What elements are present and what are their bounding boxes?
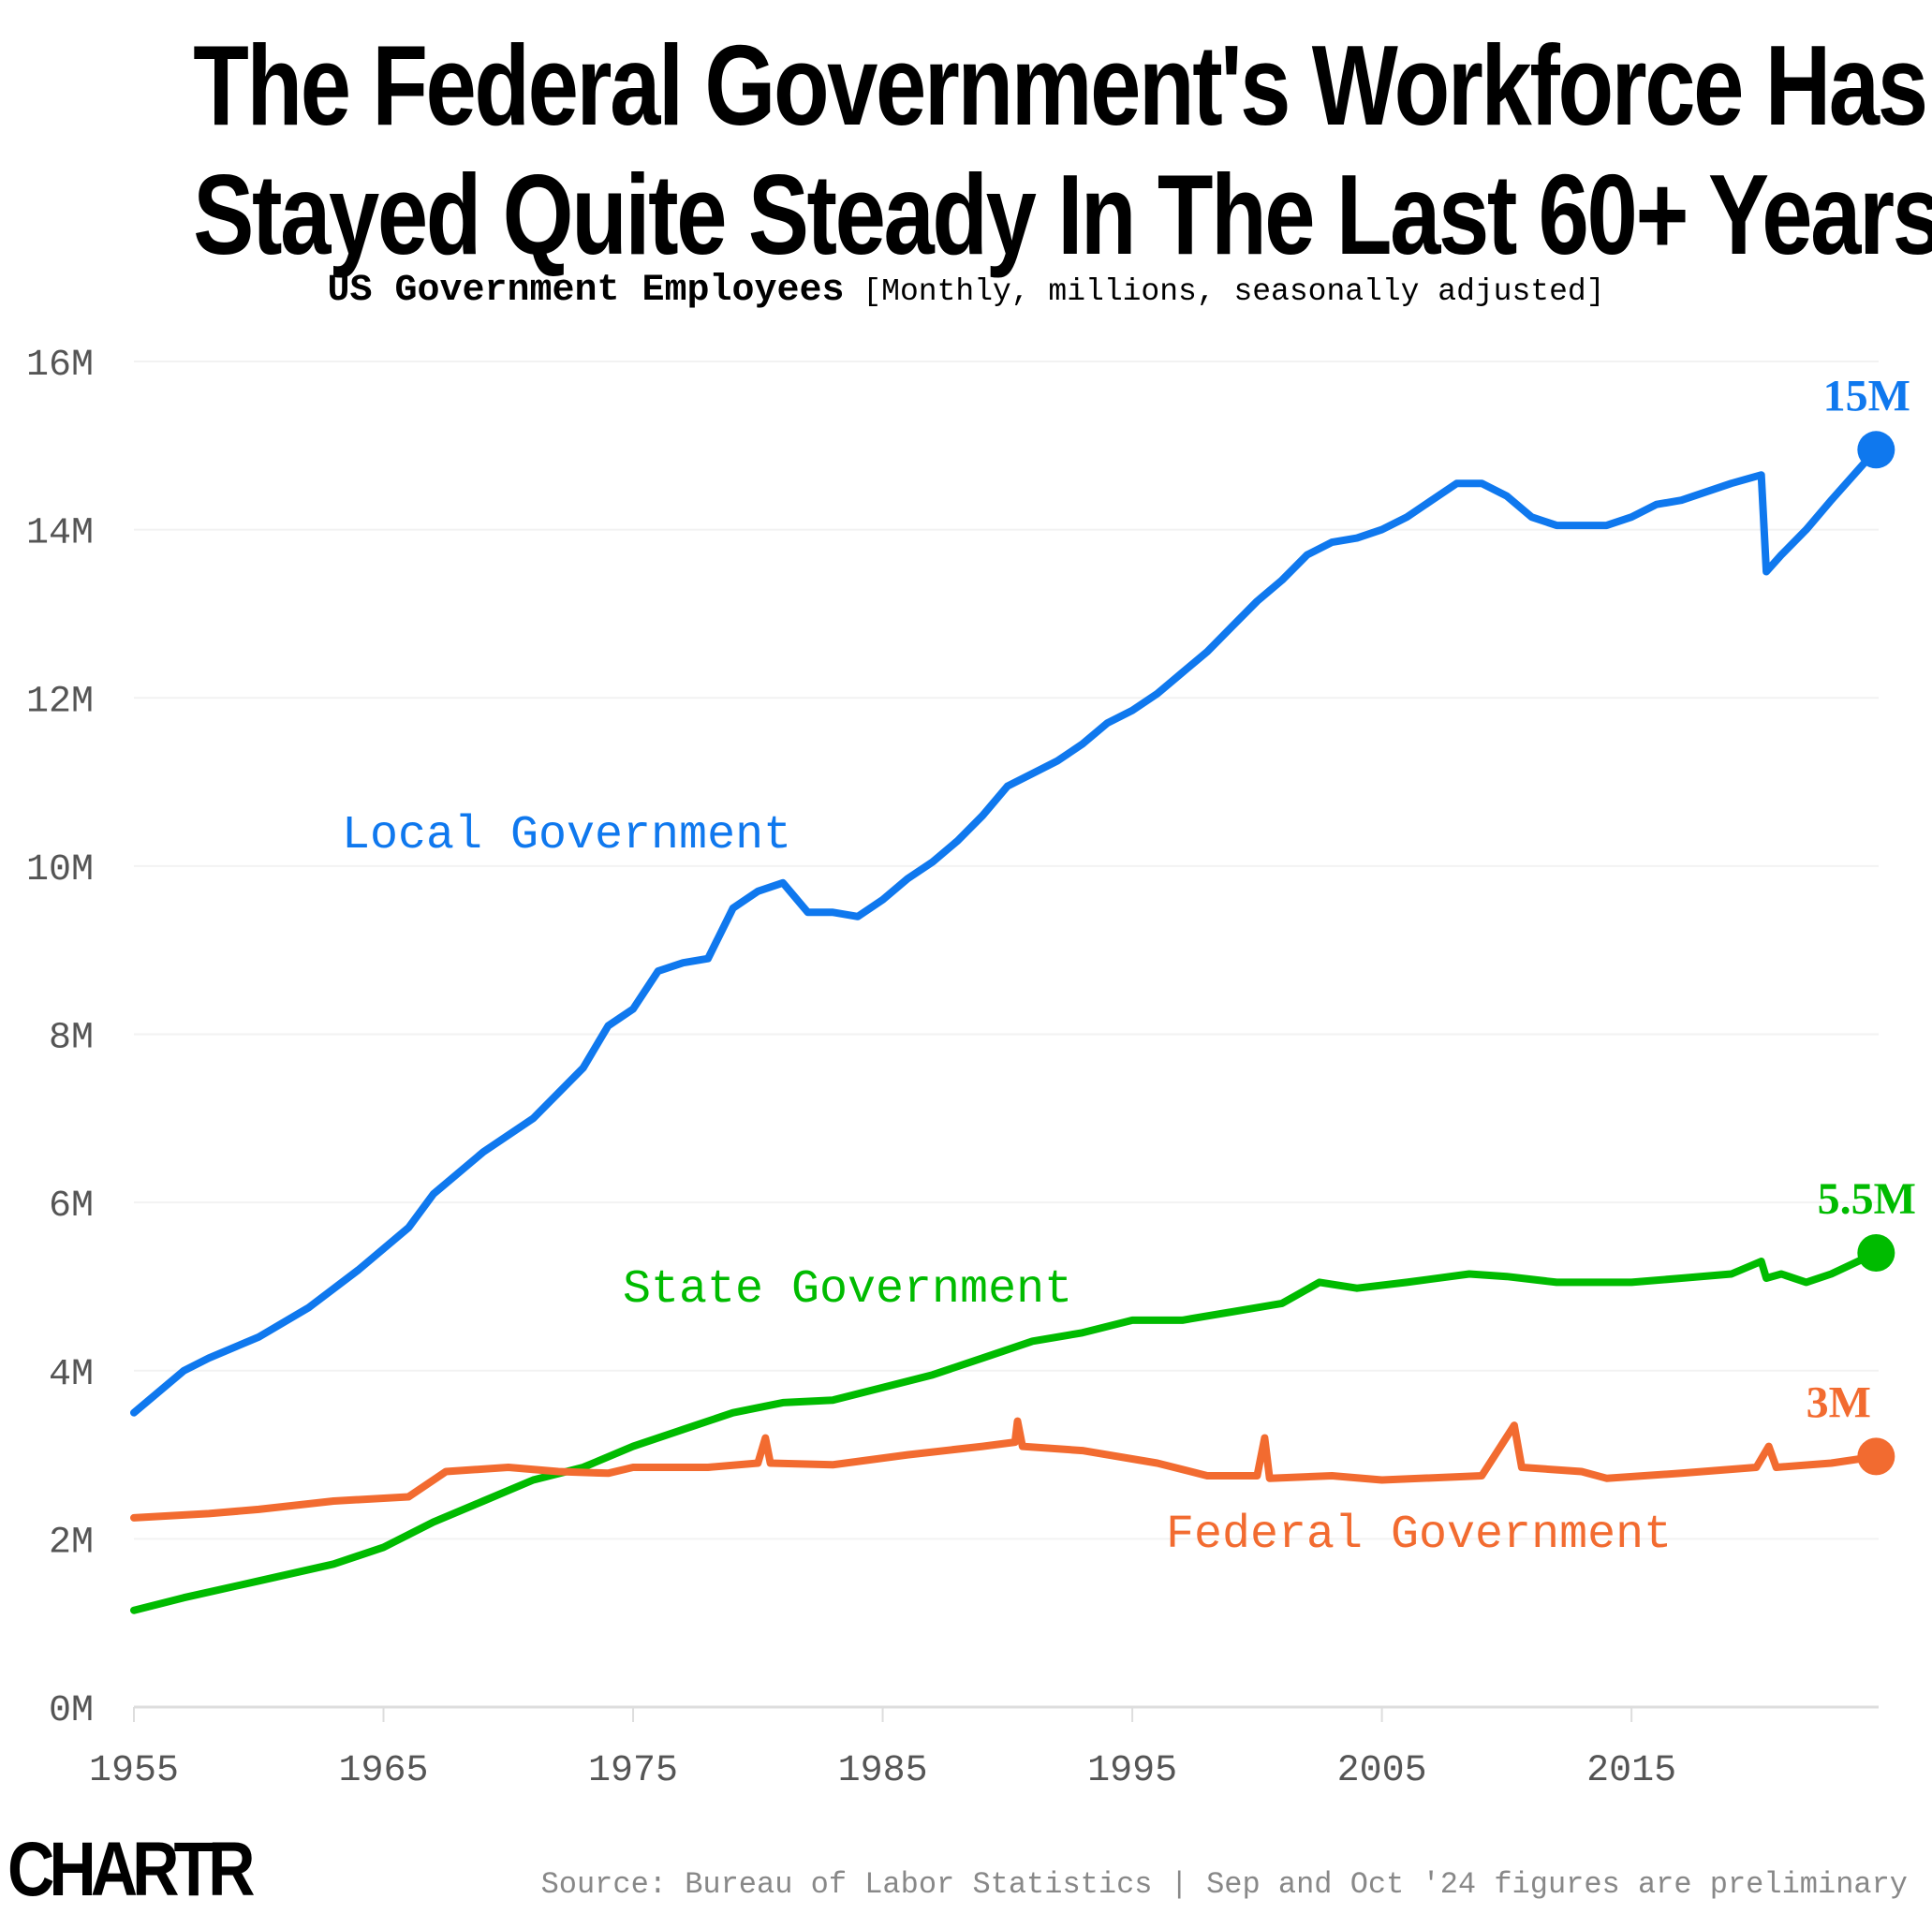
x-tick-label: 1965 [339, 1750, 429, 1792]
y-tick-label: 10M [26, 849, 94, 891]
chartr-logo: CHARTR [7, 1827, 256, 1912]
x-tick-label: 1995 [1087, 1750, 1177, 1792]
y-tick-label: 4M [49, 1354, 94, 1396]
title-line-2: Stayed Quite Steady In The Last 60+ Year… [193, 151, 1932, 278]
end-point-marker [1857, 1437, 1895, 1476]
x-tick-label: 1985 [838, 1750, 928, 1792]
y-tick-label: 16M [26, 345, 94, 387]
y-tick-label: 14M [26, 513, 94, 555]
y-tick-label: 6M [49, 1185, 94, 1228]
series-line-local-government [130, 446, 1880, 1417]
series-label: Federal Government [1166, 1509, 1672, 1562]
x-tick-label: 2005 [1337, 1750, 1427, 1792]
title-line-1: The Federal Government's Workforce Has [193, 22, 1928, 149]
end-value-label: 3M [1807, 1377, 1871, 1427]
x-tick-label: 2015 [1586, 1750, 1676, 1792]
x-tick-label: 1975 [588, 1750, 678, 1792]
end-point-marker [1857, 1234, 1895, 1273]
series-line-federal-government [130, 1417, 1880, 1522]
chart-subtitle: US Government Employees [Monthly, millio… [0, 270, 1932, 312]
y-tick-label: 2M [49, 1522, 94, 1564]
subtitle-bold: US Government Employees [327, 270, 845, 312]
series-line-state-government [130, 1249, 1880, 1614]
series-label: State Government [623, 1263, 1072, 1317]
y-tick-label: 12M [26, 681, 94, 723]
chart-title: The Federal Government's Workforce Has S… [193, 21, 1932, 279]
source-note: Source: Bureau of Labor Statistics | Sep… [540, 1867, 1908, 1902]
subtitle-rest: [Monthly, millions, seasonally adjusted] [863, 274, 1605, 309]
series-label: Local Government [342, 809, 791, 862]
end-point-marker [1857, 431, 1895, 469]
end-value-label: 15M [1823, 371, 1910, 420]
x-tick-label: 1955 [89, 1750, 179, 1792]
y-tick-label: 0M [49, 1690, 94, 1732]
y-tick-label: 8M [49, 1018, 94, 1060]
end-value-label: 5.5M [1818, 1174, 1916, 1224]
